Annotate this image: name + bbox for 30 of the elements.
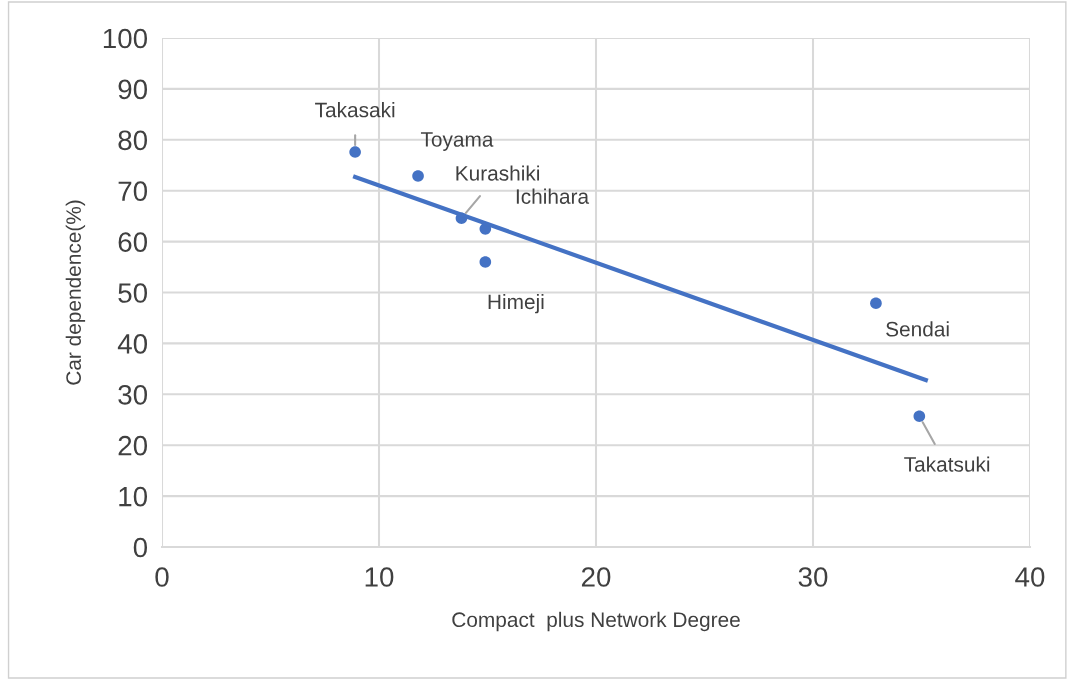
y-tick-label: 10 <box>119 486 148 507</box>
y-tick-label: 70 <box>118 181 148 202</box>
y-tick-label: 100 <box>103 28 148 49</box>
y-tick-label: 90 <box>118 79 148 100</box>
y-tick-label: 40 <box>117 334 148 354</box>
x-tick-label: 10 <box>365 567 394 587</box>
x-tick-label: 30 <box>798 567 828 587</box>
annotation: Himeji <box>488 293 544 314</box>
x-tick-label: 0 <box>155 567 169 587</box>
y-tick-label: 0 <box>133 537 148 558</box>
point <box>479 256 492 268</box>
annotation: Takatsuki <box>904 456 990 472</box>
y-tick-label: 50 <box>118 283 148 303</box>
y-tick-label: 20 <box>118 435 148 456</box>
point <box>349 146 361 158</box>
annotation: Ichihara <box>516 188 590 204</box>
x-tick-label: 20 <box>581 567 611 587</box>
y-axis-title: Car dependence(%) <box>65 200 86 385</box>
x-axis-title: Compact plus Network Degree <box>452 611 740 632</box>
annotation: Toyama <box>420 132 494 151</box>
point <box>870 297 882 309</box>
annotation: Sendai <box>886 321 949 337</box>
y-tick-label: 60 <box>118 232 148 252</box>
y-tick-label: 80 <box>118 130 148 151</box>
x-tick-label: 40 <box>1015 567 1045 587</box>
point <box>412 170 424 182</box>
annotation: Takasaki <box>315 102 395 118</box>
annotation: Kurashiki <box>456 165 540 181</box>
y-tick-label: 30 <box>118 384 148 405</box>
point <box>913 410 926 422</box>
